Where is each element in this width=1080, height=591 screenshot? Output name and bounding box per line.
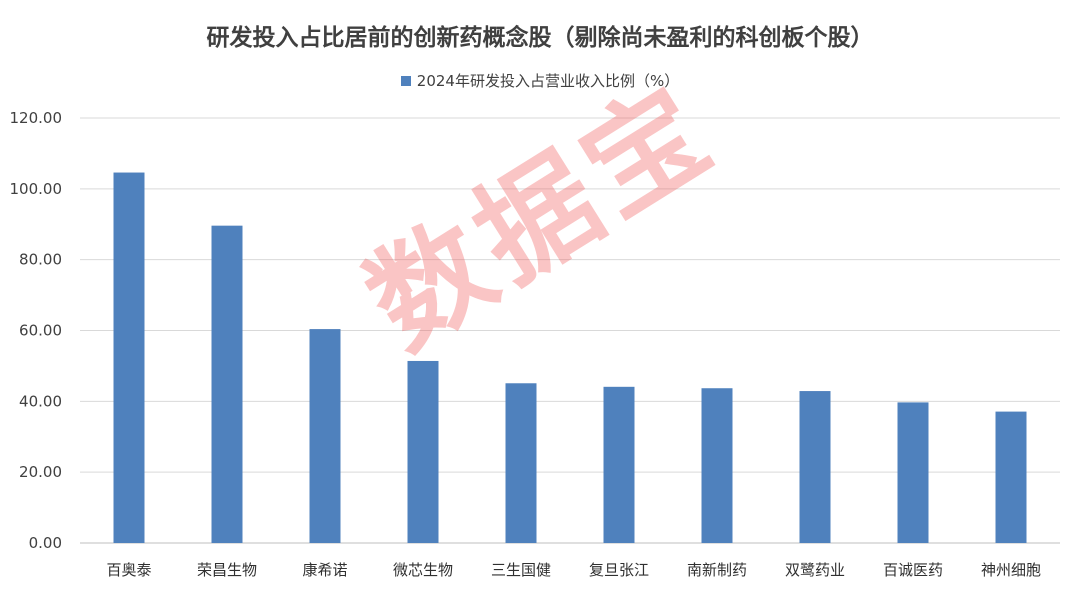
x-category-label: 南新制药: [687, 561, 747, 579]
y-tick-label: 80.00: [19, 251, 62, 269]
x-category-label: 百诚医药: [883, 561, 943, 579]
x-category-label: 康希诺: [302, 561, 347, 579]
bar: [407, 360, 439, 543]
bar: [897, 402, 929, 543]
x-category-label: 荣昌生物: [197, 561, 257, 579]
bar: [701, 388, 733, 543]
y-tick-label: 120.00: [10, 109, 63, 127]
x-category-label: 双鹭药业: [785, 561, 845, 579]
x-category-label: 微芯生物: [393, 561, 453, 579]
y-tick-label: 40.00: [19, 392, 62, 410]
bar: [505, 383, 537, 543]
bar: [309, 329, 341, 543]
y-tick-label: 20.00: [19, 463, 62, 481]
gridlines: [80, 117, 1060, 544]
bars: [113, 172, 1027, 543]
chart-title: 研发投入占比居前的创新药概念股（剔除尚未盈利的科创板个股）: [206, 25, 874, 51]
bar: [799, 391, 831, 543]
x-category-label: 复旦张江: [589, 561, 649, 579]
legend-swatch: [400, 76, 411, 86]
legend-label: 2024年研发投入占营业收入比例（%）: [416, 72, 680, 90]
y-axis-ticks: 0.00 20.00 40.00 60.00 80.00 100.00 120.00: [10, 109, 63, 552]
legend: 2024年研发投入占营业收入比例（%）: [0, 70, 1080, 91]
bar: [995, 411, 1027, 543]
bar: [211, 225, 243, 543]
bar: [603, 386, 635, 543]
bar: [113, 172, 145, 543]
y-tick-label: 100.00: [10, 180, 63, 198]
y-tick-label: 60.00: [19, 322, 62, 340]
x-category-label: 三生国健: [491, 561, 551, 579]
x-category-label: 神州细胞: [981, 561, 1041, 579]
x-category-label: 百奥泰: [106, 561, 151, 579]
y-tick-label: 0.00: [29, 534, 62, 552]
x-axis-labels: 百奥泰 荣昌生物 康希诺 微芯生物 三生国健 复旦张江 南新制药 双鹭药业 百诚医药 神州细胞: [106, 561, 1041, 579]
